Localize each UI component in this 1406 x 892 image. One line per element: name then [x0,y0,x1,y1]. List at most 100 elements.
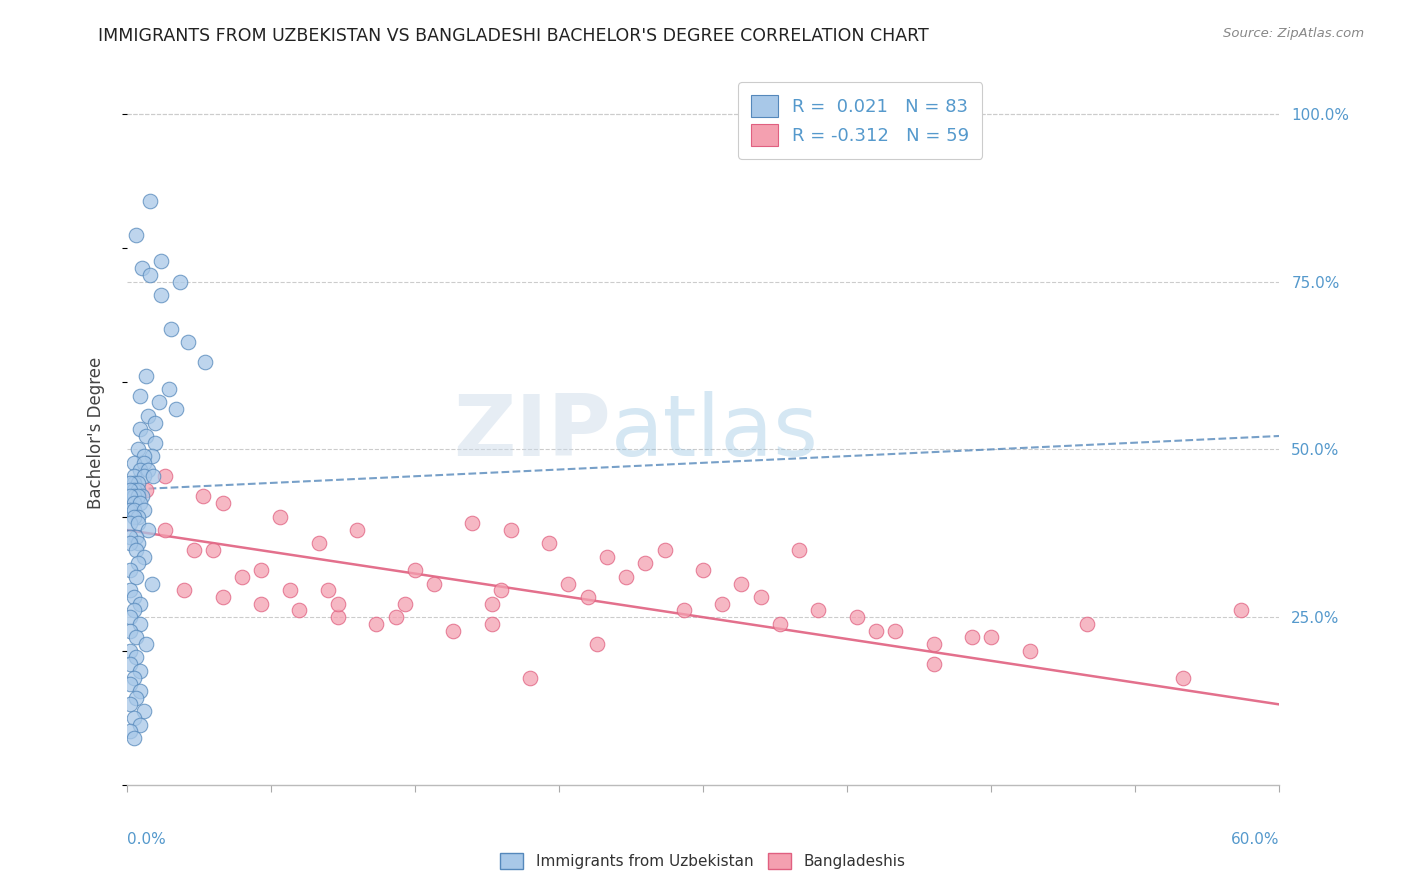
Point [127,536,149,550]
Text: 60.0%: 60.0% [1232,832,1279,847]
Point [129,422,152,436]
Point [157,382,180,396]
Point [136,409,159,423]
Point [127,442,149,457]
Point [404,563,426,577]
Point [308,536,330,550]
Point [384,610,406,624]
Point [132,549,155,564]
Point [366,616,388,631]
Point [148,395,170,409]
Point [596,549,619,564]
Point [1173,671,1195,685]
Point [159,321,181,335]
Point [127,475,149,490]
Point [519,671,541,685]
Point [125,570,148,584]
Point [120,657,142,672]
Point [132,704,155,718]
Text: atlas: atlas [610,391,818,475]
Point [129,597,152,611]
Point [145,416,166,430]
Point [122,469,145,483]
Point [922,637,945,651]
Point [120,677,142,691]
Point [131,489,153,503]
Point [120,563,142,577]
Point [461,516,484,531]
Point [316,583,339,598]
Legend: R =  0.021   N = 83, R = -0.312   N = 59: R = 0.021 N = 83, R = -0.312 N = 59 [738,82,983,159]
Point [201,543,224,558]
Point [125,650,148,665]
Point [614,570,637,584]
Point [129,389,152,403]
Point [576,590,599,604]
Point [122,603,145,617]
Point [127,509,149,524]
Point [423,576,446,591]
Point [135,483,157,497]
Point [634,557,657,571]
Point [211,496,233,510]
Point [145,435,166,450]
Point [211,590,233,604]
Point [125,690,148,705]
Point [672,603,695,617]
Point [481,597,503,611]
Point [120,516,142,531]
Point [183,543,205,558]
Point [122,671,145,685]
Point [865,624,887,638]
Point [141,576,163,591]
Point [122,731,145,745]
Point [177,334,200,349]
Point [120,610,142,624]
Point [150,254,173,268]
Point [481,616,503,631]
Point [1076,616,1098,631]
Point [980,630,1002,644]
Legend: Immigrants from Uzbekistan, Bangladeshis: Immigrants from Uzbekistan, Bangladeshis [495,847,911,875]
Point [136,523,159,537]
Point [120,530,142,544]
Point [538,536,561,550]
Point [131,261,153,276]
Text: 0.0%: 0.0% [127,832,166,847]
Point [125,630,148,644]
Point [136,462,159,476]
Point [231,570,253,584]
Point [142,469,165,483]
Point [288,603,311,617]
Point [120,503,142,517]
Point [125,543,148,558]
Point [730,576,752,591]
Text: Source: ZipAtlas.com: Source: ZipAtlas.com [1223,27,1364,40]
Point [122,496,145,510]
Point [120,475,142,490]
Point [132,469,155,483]
Point [129,616,152,631]
Point [138,268,160,282]
Point [122,475,145,490]
Point [278,583,301,598]
Point [153,523,176,537]
Point [132,449,155,463]
Point [173,583,195,598]
Point [749,590,772,604]
Point [125,227,148,242]
Point [441,624,464,638]
Point [250,563,273,577]
Point [135,637,157,651]
Point [120,583,142,598]
Point [787,543,810,558]
Point [346,523,368,537]
Point [654,543,676,558]
Point [1018,644,1040,658]
Text: IMMIGRANTS FROM UZBEKISTAN VS BANGLADESHI BACHELOR'S DEGREE CORRELATION CHART: IMMIGRANTS FROM UZBEKISTAN VS BANGLADESH… [98,27,929,45]
Point [129,717,152,731]
Point [1230,603,1253,617]
Point [122,590,145,604]
Point [557,576,579,591]
Point [122,489,145,503]
